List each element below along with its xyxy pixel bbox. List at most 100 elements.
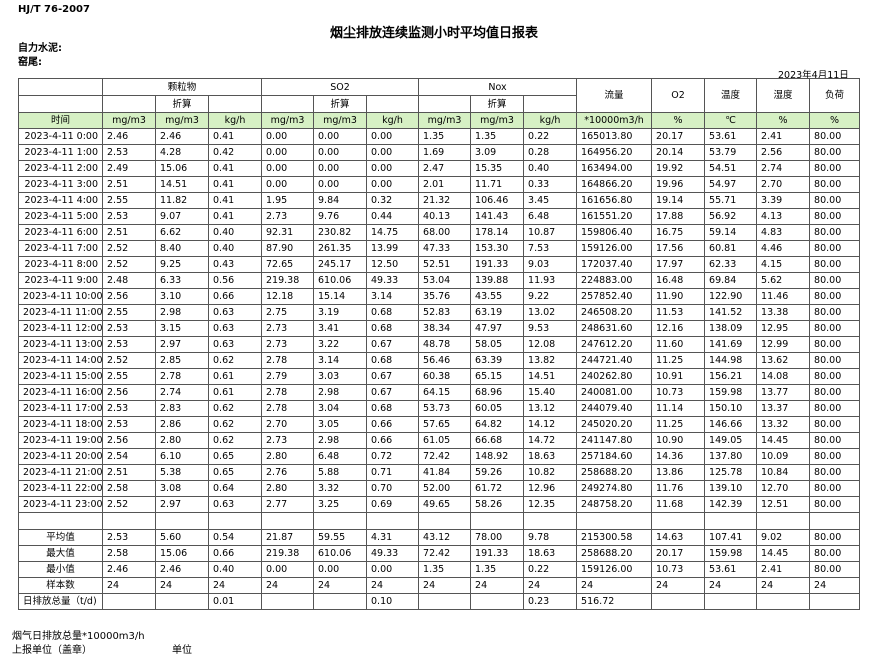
summary-cell: 24 (313, 577, 368, 594)
value-cell: 68.00 (418, 224, 472, 241)
value-cell: 2.73 (261, 336, 315, 353)
summary-cell: 24 (576, 577, 653, 594)
value-cell: 142.39 (704, 496, 758, 513)
blank-cell (18, 512, 103, 530)
value-cell: 0.62 (207, 352, 263, 369)
value-cell: 0.00 (261, 160, 315, 177)
value-cell: 2.74 (756, 160, 811, 177)
summary-cell: 24 (523, 577, 578, 594)
value-cell: 0.33 (523, 176, 578, 193)
blank-cell (261, 593, 315, 610)
value-cell: 249274.80 (576, 480, 653, 497)
value-cell: 230.82 (313, 224, 368, 241)
group-header: 颗粒物 (101, 78, 263, 96)
header-cell (366, 95, 420, 113)
value-cell: 0.67 (366, 336, 420, 353)
unit-header: mg/m3 (470, 112, 525, 129)
value-cell: 0.00 (313, 128, 368, 145)
time-cell: 2023-4-11 16:00 (18, 384, 103, 401)
value-cell: 0.40 (523, 160, 578, 177)
table-row: 平均值 2.53 5.60 0.54 21.87 59.55 4.31 43.12 78.00 9… (18, 529, 861, 546)
value-cell: 159126.00 (576, 240, 653, 257)
value-cell: 245020.20 (576, 416, 653, 433)
value-cell: 20.14 (651, 144, 706, 161)
blank-cell (470, 512, 525, 530)
value-cell: 0.63 (207, 304, 263, 321)
value-cell: 244079.40 (576, 400, 653, 417)
summary-cell: 80.00 (809, 529, 861, 546)
summary-cell: 9.78 (523, 529, 578, 546)
value-cell: 9.03 (523, 256, 578, 273)
value-cell: 3.19 (313, 304, 368, 321)
value-cell: 2.70 (756, 176, 811, 193)
blank-cell (102, 512, 156, 530)
time-cell: 2023-4-11 12:00 (18, 320, 103, 337)
value-cell: 137.80 (704, 448, 758, 465)
value-cell: 6.33 (155, 272, 209, 289)
header-cell (523, 95, 578, 113)
blank-cell (313, 593, 368, 610)
value-cell: 241147.80 (576, 432, 653, 449)
time-cell: 2023-4-11 22:00 (18, 480, 103, 497)
time-cell: 2023-4-11 13:00 (18, 336, 103, 353)
value-cell: 3.14 (313, 352, 368, 369)
value-cell: 1.69 (418, 144, 472, 161)
summary-cell: 24 (155, 577, 209, 594)
value-cell: 2.76 (261, 464, 315, 481)
blank-cell (155, 512, 209, 530)
value-cell: 3.03 (313, 368, 368, 385)
value-cell: 80.00 (809, 496, 861, 513)
value-cell: 165013.80 (576, 128, 653, 145)
unit-header: % (651, 112, 706, 129)
summary-cell: 0.23 (523, 593, 578, 610)
value-cell: 10.09 (756, 448, 811, 465)
value-cell: 141.69 (704, 336, 758, 353)
summary-label: 最大值 (18, 545, 103, 562)
table-row: 2023-4-11 21:00 2.51 5.38 0.65 2.76 5.88 0.71 4… (18, 464, 861, 481)
header-cell (207, 95, 263, 113)
value-cell: 53.73 (418, 400, 472, 417)
value-cell: 0.63 (207, 336, 263, 353)
value-cell: 9.76 (313, 208, 368, 225)
value-cell: 80.00 (809, 384, 861, 401)
value-cell: 13.77 (756, 384, 811, 401)
value-cell: 66.68 (470, 432, 525, 449)
value-cell: 87.90 (261, 240, 315, 257)
unit: 窑尾: (18, 57, 42, 68)
value-cell: 2.98 (155, 304, 209, 321)
value-cell: 80.00 (809, 320, 861, 337)
value-cell: 40.13 (418, 208, 472, 225)
value-cell: 13.62 (756, 352, 811, 369)
value-cell: 0.56 (207, 272, 263, 289)
value-cell: 2.56 (102, 432, 156, 449)
table-row (18, 512, 861, 530)
value-cell: 0.00 (261, 144, 315, 161)
value-cell: 43.55 (470, 288, 525, 305)
header-cell (261, 95, 315, 113)
value-cell: 0.00 (313, 144, 368, 161)
table-row: 2023-4-11 10:00 2.56 3.10 0.66 12.18 15.14 3.1… (18, 288, 861, 305)
date: 2023年4月11日 (778, 70, 849, 81)
value-cell: 0.43 (207, 256, 263, 273)
value-cell: 9.07 (155, 208, 209, 225)
value-cell: 15.06 (155, 160, 209, 177)
value-cell: 68.96 (470, 384, 525, 401)
value-cell: 0.63 (207, 496, 263, 513)
blank-cell (261, 512, 315, 530)
value-cell: 0.66 (366, 416, 420, 433)
value-cell: 240081.00 (576, 384, 653, 401)
value-cell: 80.00 (809, 480, 861, 497)
value-cell: 63.39 (470, 352, 525, 369)
value-cell: 2.80 (261, 448, 315, 465)
summary-cell: 14.45 (756, 545, 811, 562)
value-cell: 2.79 (261, 368, 315, 385)
value-cell: 161656.80 (576, 192, 653, 209)
value-cell: 80.00 (809, 160, 861, 177)
summary-cell: 5.60 (155, 529, 209, 546)
value-cell: 65.15 (470, 368, 525, 385)
blank-cell (102, 593, 156, 610)
value-cell: 2.55 (102, 192, 156, 209)
value-cell: 11.25 (651, 416, 706, 433)
value-cell: 2.55 (102, 304, 156, 321)
value-cell: 12.51 (756, 496, 811, 513)
